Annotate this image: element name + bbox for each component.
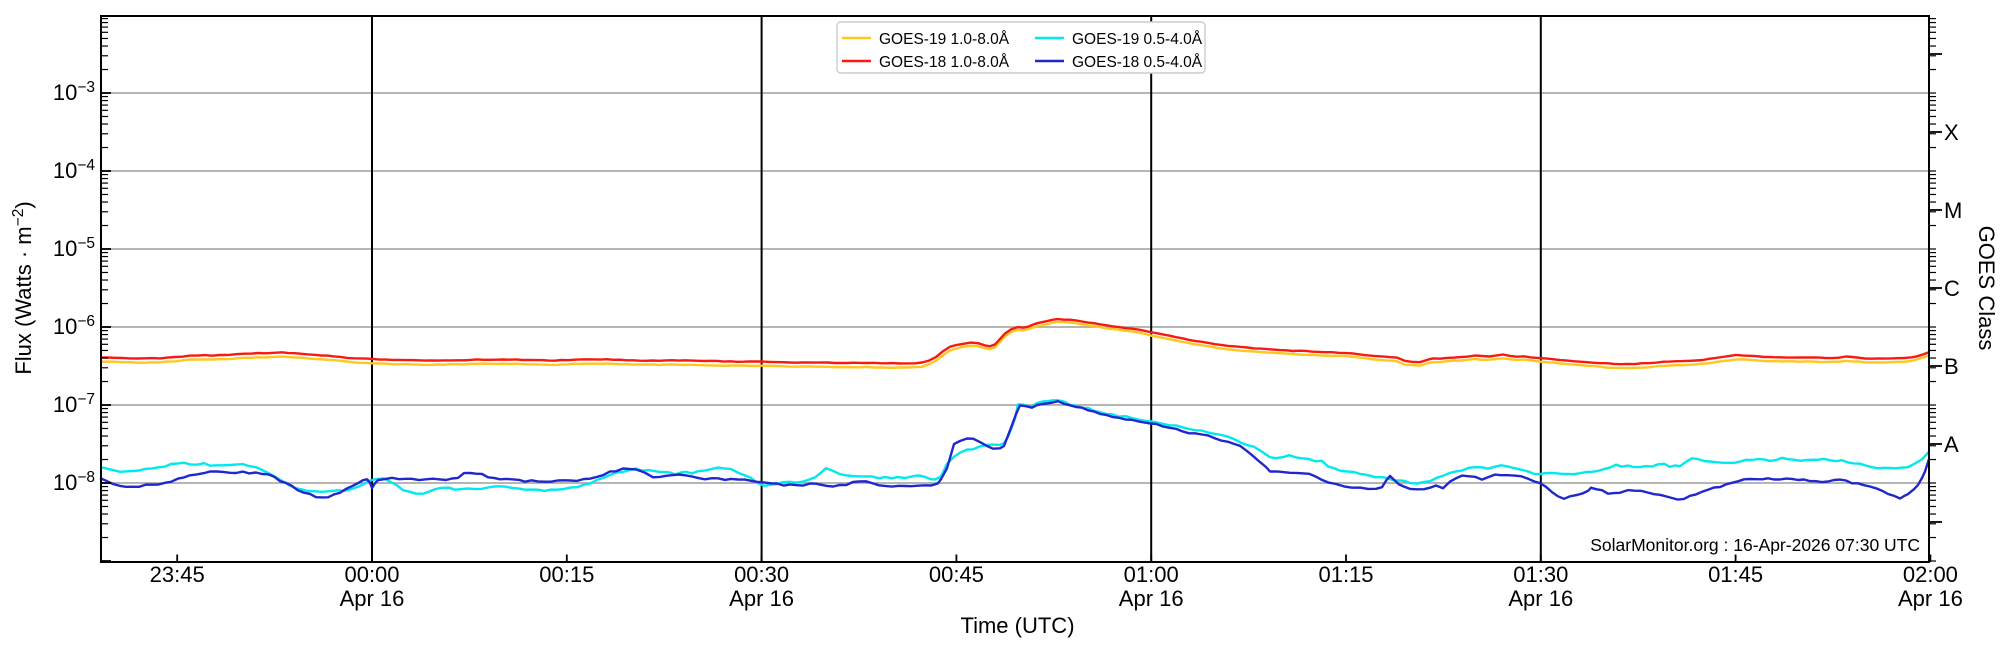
svg-text:Apr 16: Apr 16 — [1898, 586, 1963, 611]
svg-text:00:30: 00:30 — [734, 562, 789, 587]
svg-text:GOES-19 1.0-8.0Å: GOES-19 1.0-8.0Å — [879, 31, 1010, 48]
svg-text:A: A — [1944, 432, 1959, 457]
svg-text:00:45: 00:45 — [929, 562, 984, 587]
svg-text:Apr 16: Apr 16 — [729, 586, 794, 611]
svg-text:10−4: 10−4 — [53, 157, 96, 183]
svg-text:01:45: 01:45 — [1708, 562, 1763, 587]
svg-text:X: X — [1944, 120, 1959, 145]
svg-text:GOES-18 1.0-8.0Å: GOES-18 1.0-8.0Å — [879, 54, 1010, 71]
svg-text:GOES-19 0.5-4.0Å: GOES-19 0.5-4.0Å — [1072, 31, 1203, 48]
svg-text:00:00: 00:00 — [344, 562, 399, 587]
svg-text:02:00: 02:00 — [1903, 562, 1958, 587]
svg-text:SolarMonitor.org : 16-Apr-2026: SolarMonitor.org : 16-Apr-2026 07:30 UTC — [1590, 535, 1920, 555]
svg-text:Apr 16: Apr 16 — [340, 586, 405, 611]
svg-text:01:15: 01:15 — [1318, 562, 1373, 587]
svg-text:GOES-18 0.5-4.0Å: GOES-18 0.5-4.0Å — [1072, 54, 1203, 71]
svg-text:Apr 16: Apr 16 — [1119, 586, 1184, 611]
svg-text:Time (UTC): Time (UTC) — [960, 613, 1074, 638]
svg-text:M: M — [1944, 198, 1962, 223]
svg-text:00:15: 00:15 — [539, 562, 594, 587]
svg-text:Flux (Watts · m−2): Flux (Watts · m−2) — [10, 201, 36, 374]
svg-text:GOES Class: GOES Class — [1974, 226, 1999, 351]
svg-text:Apr 16: Apr 16 — [1508, 586, 1573, 611]
svg-text:B: B — [1944, 354, 1959, 379]
svg-text:C: C — [1944, 276, 1960, 301]
svg-text:23:45: 23:45 — [150, 562, 205, 587]
svg-text:01:00: 01:00 — [1124, 562, 1179, 587]
svg-text:01:30: 01:30 — [1513, 562, 1568, 587]
